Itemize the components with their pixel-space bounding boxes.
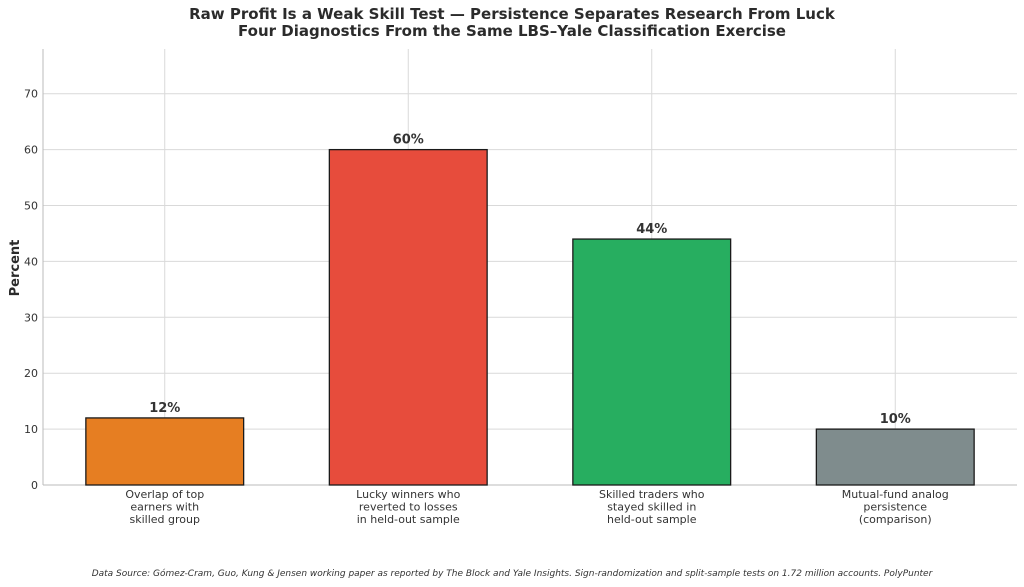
bars [85,148,975,486]
chart-title: Raw Profit Is a Weak Skill Test — Persis… [189,5,835,23]
y-tick-label: 30 [24,311,38,324]
data-label: 10% [880,412,911,427]
y-tick-label: 10 [24,423,38,436]
x-tick-label: Skilled traders who [599,488,705,501]
x-tick-label: in held-out sample [357,513,460,526]
x-tick-label: Overlap of top [125,488,204,501]
x-tick-label: Mutual-fund analog [842,488,949,501]
x-tick-label: reverted to losses [359,501,458,514]
x-tick-label: (comparison) [859,513,932,526]
chart-subtitle: Four Diagnostics From the Same LBS–Yale … [238,22,786,40]
y-tick-label: 20 [24,367,38,380]
y-tick-label: 0 [31,479,38,492]
x-tick-label: skilled group [130,513,200,526]
y-axis-label: Percent [8,240,23,297]
bar-chart: 0 10 20 30 40 50 60 70 12% Overlap of topearners … [8,49,1017,526]
grid-lines [43,49,1017,485]
y-tick-label: 40 [24,255,38,268]
x-tick-label: Lucky winners who [356,488,460,501]
y-tick-label: 70 [24,88,38,101]
source-note: Data Source: Gómez-Cram, Guo, Kung & Jen… [91,569,933,579]
x-tick-label: stayed skilled in [607,501,696,514]
data-label: 12% [149,401,180,416]
data-label: 60% [393,133,424,148]
bar [85,417,245,486]
data-label: 44% [636,222,667,237]
x-tick-label: earners with [130,501,199,514]
y-tick-label: 50 [24,200,38,213]
labels: 0 10 20 30 40 50 60 70 12% Overlap of topearners … [24,88,949,526]
bar [815,428,975,486]
y-tick-label: 60 [24,144,38,157]
bar [572,238,732,486]
bar [328,148,488,486]
x-tick-label: persistence [863,501,927,514]
x-tick-label: held-out sample [607,513,697,526]
